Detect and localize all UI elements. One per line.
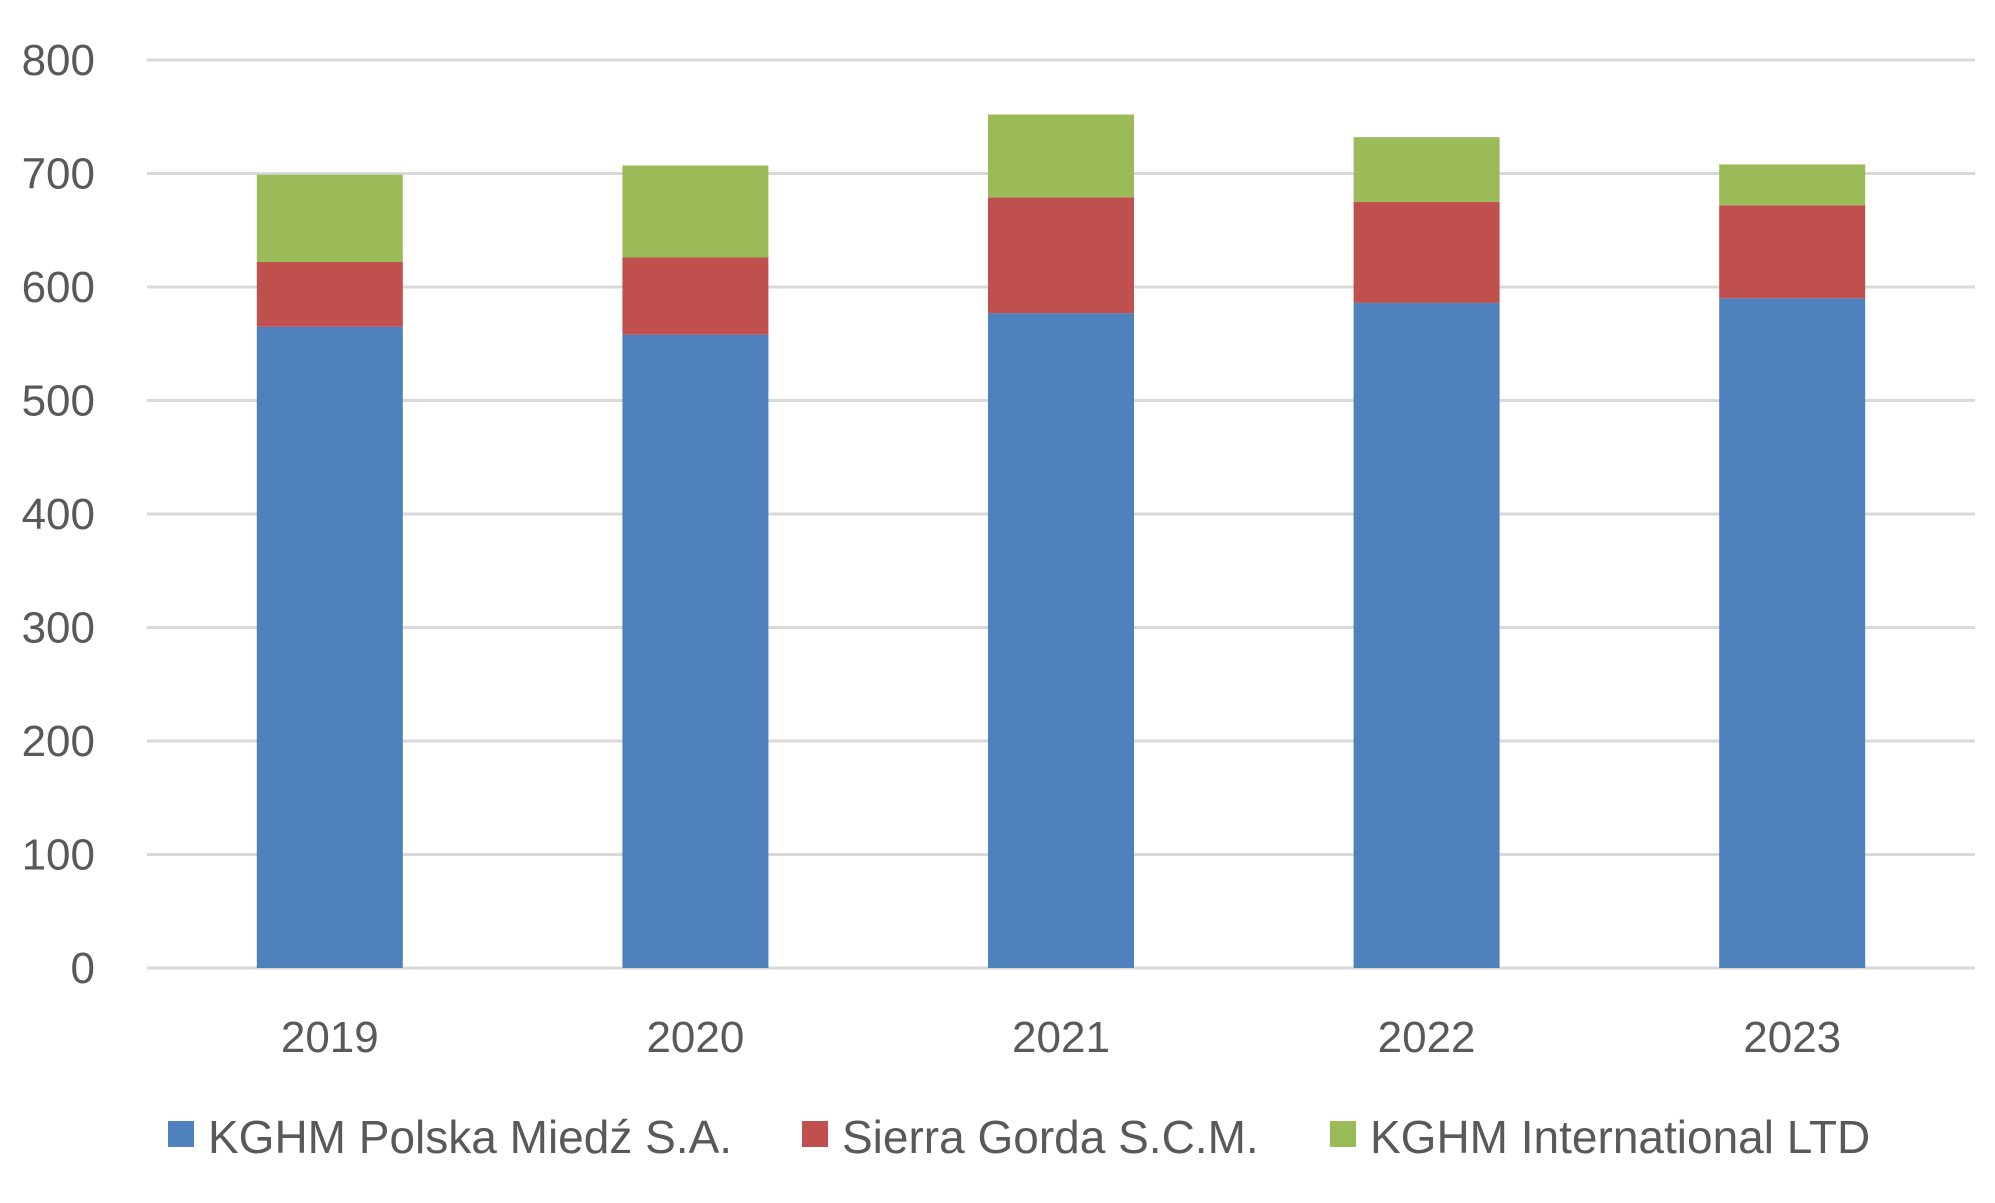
bar-segment-kghm-polska-mied-s-a-2019 bbox=[256, 326, 403, 969]
y-tick-label: 200 bbox=[22, 717, 95, 766]
legend-label: Sierra Gorda S.C.M. bbox=[842, 1111, 1259, 1163]
legend-item: KGHM International LTD bbox=[1330, 1111, 1870, 1163]
legend-swatch bbox=[168, 1121, 194, 1147]
bar-segment-kghm-international-ltd-2020 bbox=[622, 165, 769, 258]
y-axis-tick-labels: 0 100 200 300 400 500 600 700 800 bbox=[22, 36, 95, 993]
bar-segment-sierra-gorda-s-c-m-2019 bbox=[256, 262, 403, 327]
x-tick-label: 2019 bbox=[281, 1013, 379, 1062]
bar-segment-kghm-polska-mied-s-a-2020 bbox=[622, 334, 769, 968]
y-tick-label: 500 bbox=[22, 377, 95, 426]
x-tick-label: 2020 bbox=[646, 1013, 744, 1062]
bar-segment-kghm-international-ltd-2023 bbox=[1719, 164, 1866, 206]
legend: KGHM Polska Miedź S.A. Sierra Gorda S.C.M… bbox=[168, 1111, 1870, 1163]
bar-segment-sierra-gorda-s-c-m-2022 bbox=[1353, 201, 1500, 303]
y-tick-label: 300 bbox=[22, 604, 95, 653]
legend-item: Sierra Gorda S.C.M. bbox=[802, 1111, 1259, 1163]
y-tick-label: 0 bbox=[71, 944, 95, 993]
bar-segment-kghm-polska-mied-s-a-2021 bbox=[988, 313, 1134, 969]
bar-segment-kghm-international-ltd-2022 bbox=[1353, 137, 1500, 202]
bars bbox=[256, 114, 1866, 969]
legend-swatch bbox=[1330, 1121, 1356, 1147]
bar-segment-sierra-gorda-s-c-m-2023 bbox=[1719, 205, 1866, 299]
y-tick-label: 800 bbox=[22, 36, 95, 85]
bar-segment-sierra-gorda-s-c-m-2021 bbox=[988, 197, 1134, 314]
legend-label: KGHM International LTD bbox=[1370, 1111, 1870, 1163]
legend-label: KGHM Polska Miedź S.A. bbox=[208, 1111, 732, 1163]
bar-segment-kghm-international-ltd-2019 bbox=[256, 174, 403, 263]
x-tick-label: 2022 bbox=[1378, 1013, 1476, 1062]
bar-segment-sierra-gorda-s-c-m-2020 bbox=[622, 257, 769, 335]
y-tick-label: 100 bbox=[22, 831, 95, 880]
y-tick-label: 600 bbox=[22, 263, 95, 312]
legend-swatch bbox=[802, 1121, 828, 1147]
legend-item: KGHM Polska Miedź S.A. bbox=[168, 1111, 732, 1163]
x-tick-label: 2021 bbox=[1012, 1013, 1110, 1062]
y-tick-label: 700 bbox=[22, 150, 95, 199]
bar-segment-kghm-polska-mied-s-a-2022 bbox=[1353, 302, 1500, 968]
bar-segment-kghm-international-ltd-2021 bbox=[988, 114, 1134, 198]
bar-segment-kghm-polska-mied-s-a-2023 bbox=[1719, 298, 1866, 969]
y-tick-label: 400 bbox=[22, 490, 95, 539]
x-tick-label: 2023 bbox=[1743, 1013, 1841, 1062]
x-axis-tick-labels: 2019 2020 2021 2022 2023 bbox=[281, 1013, 1841, 1062]
